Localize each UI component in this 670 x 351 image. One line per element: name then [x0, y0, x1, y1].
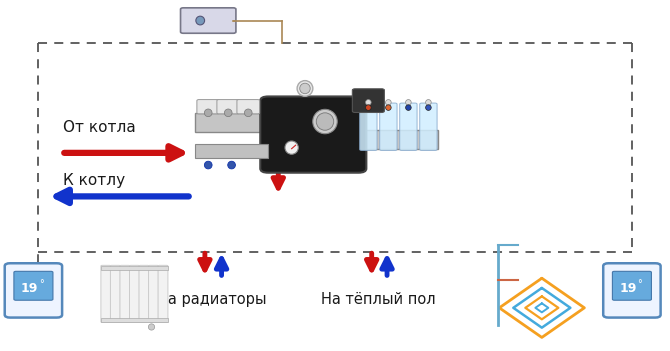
- FancyBboxPatch shape: [237, 100, 259, 114]
- FancyBboxPatch shape: [217, 100, 240, 114]
- Ellipse shape: [425, 105, 431, 110]
- Ellipse shape: [425, 100, 431, 105]
- FancyBboxPatch shape: [352, 89, 385, 112]
- FancyBboxPatch shape: [419, 103, 437, 151]
- Ellipse shape: [385, 105, 391, 110]
- FancyBboxPatch shape: [139, 265, 149, 323]
- Ellipse shape: [385, 100, 391, 105]
- Bar: [195, 113, 265, 132]
- FancyBboxPatch shape: [260, 97, 366, 173]
- Ellipse shape: [297, 81, 313, 96]
- Bar: [195, 144, 268, 158]
- Bar: [101, 266, 168, 270]
- FancyBboxPatch shape: [158, 265, 168, 323]
- Text: От котла: От котла: [63, 120, 135, 135]
- Text: °: °: [637, 279, 643, 290]
- Ellipse shape: [285, 141, 298, 154]
- Ellipse shape: [228, 161, 235, 169]
- Ellipse shape: [366, 105, 371, 110]
- Text: °: °: [39, 279, 44, 290]
- Ellipse shape: [313, 110, 337, 134]
- Ellipse shape: [224, 109, 232, 117]
- FancyBboxPatch shape: [180, 8, 236, 33]
- Text: К котлу: К котлу: [63, 173, 125, 188]
- FancyBboxPatch shape: [603, 263, 661, 318]
- FancyBboxPatch shape: [101, 265, 111, 323]
- FancyBboxPatch shape: [197, 100, 220, 114]
- Text: На тёплый пол: На тёплый пол: [321, 292, 436, 307]
- FancyBboxPatch shape: [5, 263, 62, 318]
- FancyBboxPatch shape: [149, 265, 158, 323]
- Bar: [101, 318, 168, 322]
- Text: 19: 19: [620, 282, 637, 295]
- Text: 19: 19: [21, 282, 38, 295]
- Ellipse shape: [204, 161, 212, 169]
- FancyBboxPatch shape: [612, 271, 651, 300]
- FancyBboxPatch shape: [400, 103, 417, 151]
- FancyBboxPatch shape: [111, 265, 120, 323]
- Ellipse shape: [405, 105, 411, 110]
- FancyBboxPatch shape: [14, 271, 53, 300]
- FancyBboxPatch shape: [129, 265, 139, 323]
- Ellipse shape: [148, 324, 155, 330]
- FancyBboxPatch shape: [360, 103, 377, 151]
- FancyBboxPatch shape: [380, 103, 397, 151]
- Ellipse shape: [316, 113, 334, 130]
- Ellipse shape: [299, 83, 310, 94]
- Ellipse shape: [245, 109, 252, 117]
- Bar: [358, 130, 438, 150]
- Text: На радиаторы: На радиаторы: [157, 292, 266, 307]
- Ellipse shape: [196, 16, 204, 25]
- Ellipse shape: [204, 109, 212, 117]
- Ellipse shape: [366, 100, 371, 105]
- FancyBboxPatch shape: [120, 265, 130, 323]
- Ellipse shape: [405, 100, 411, 105]
